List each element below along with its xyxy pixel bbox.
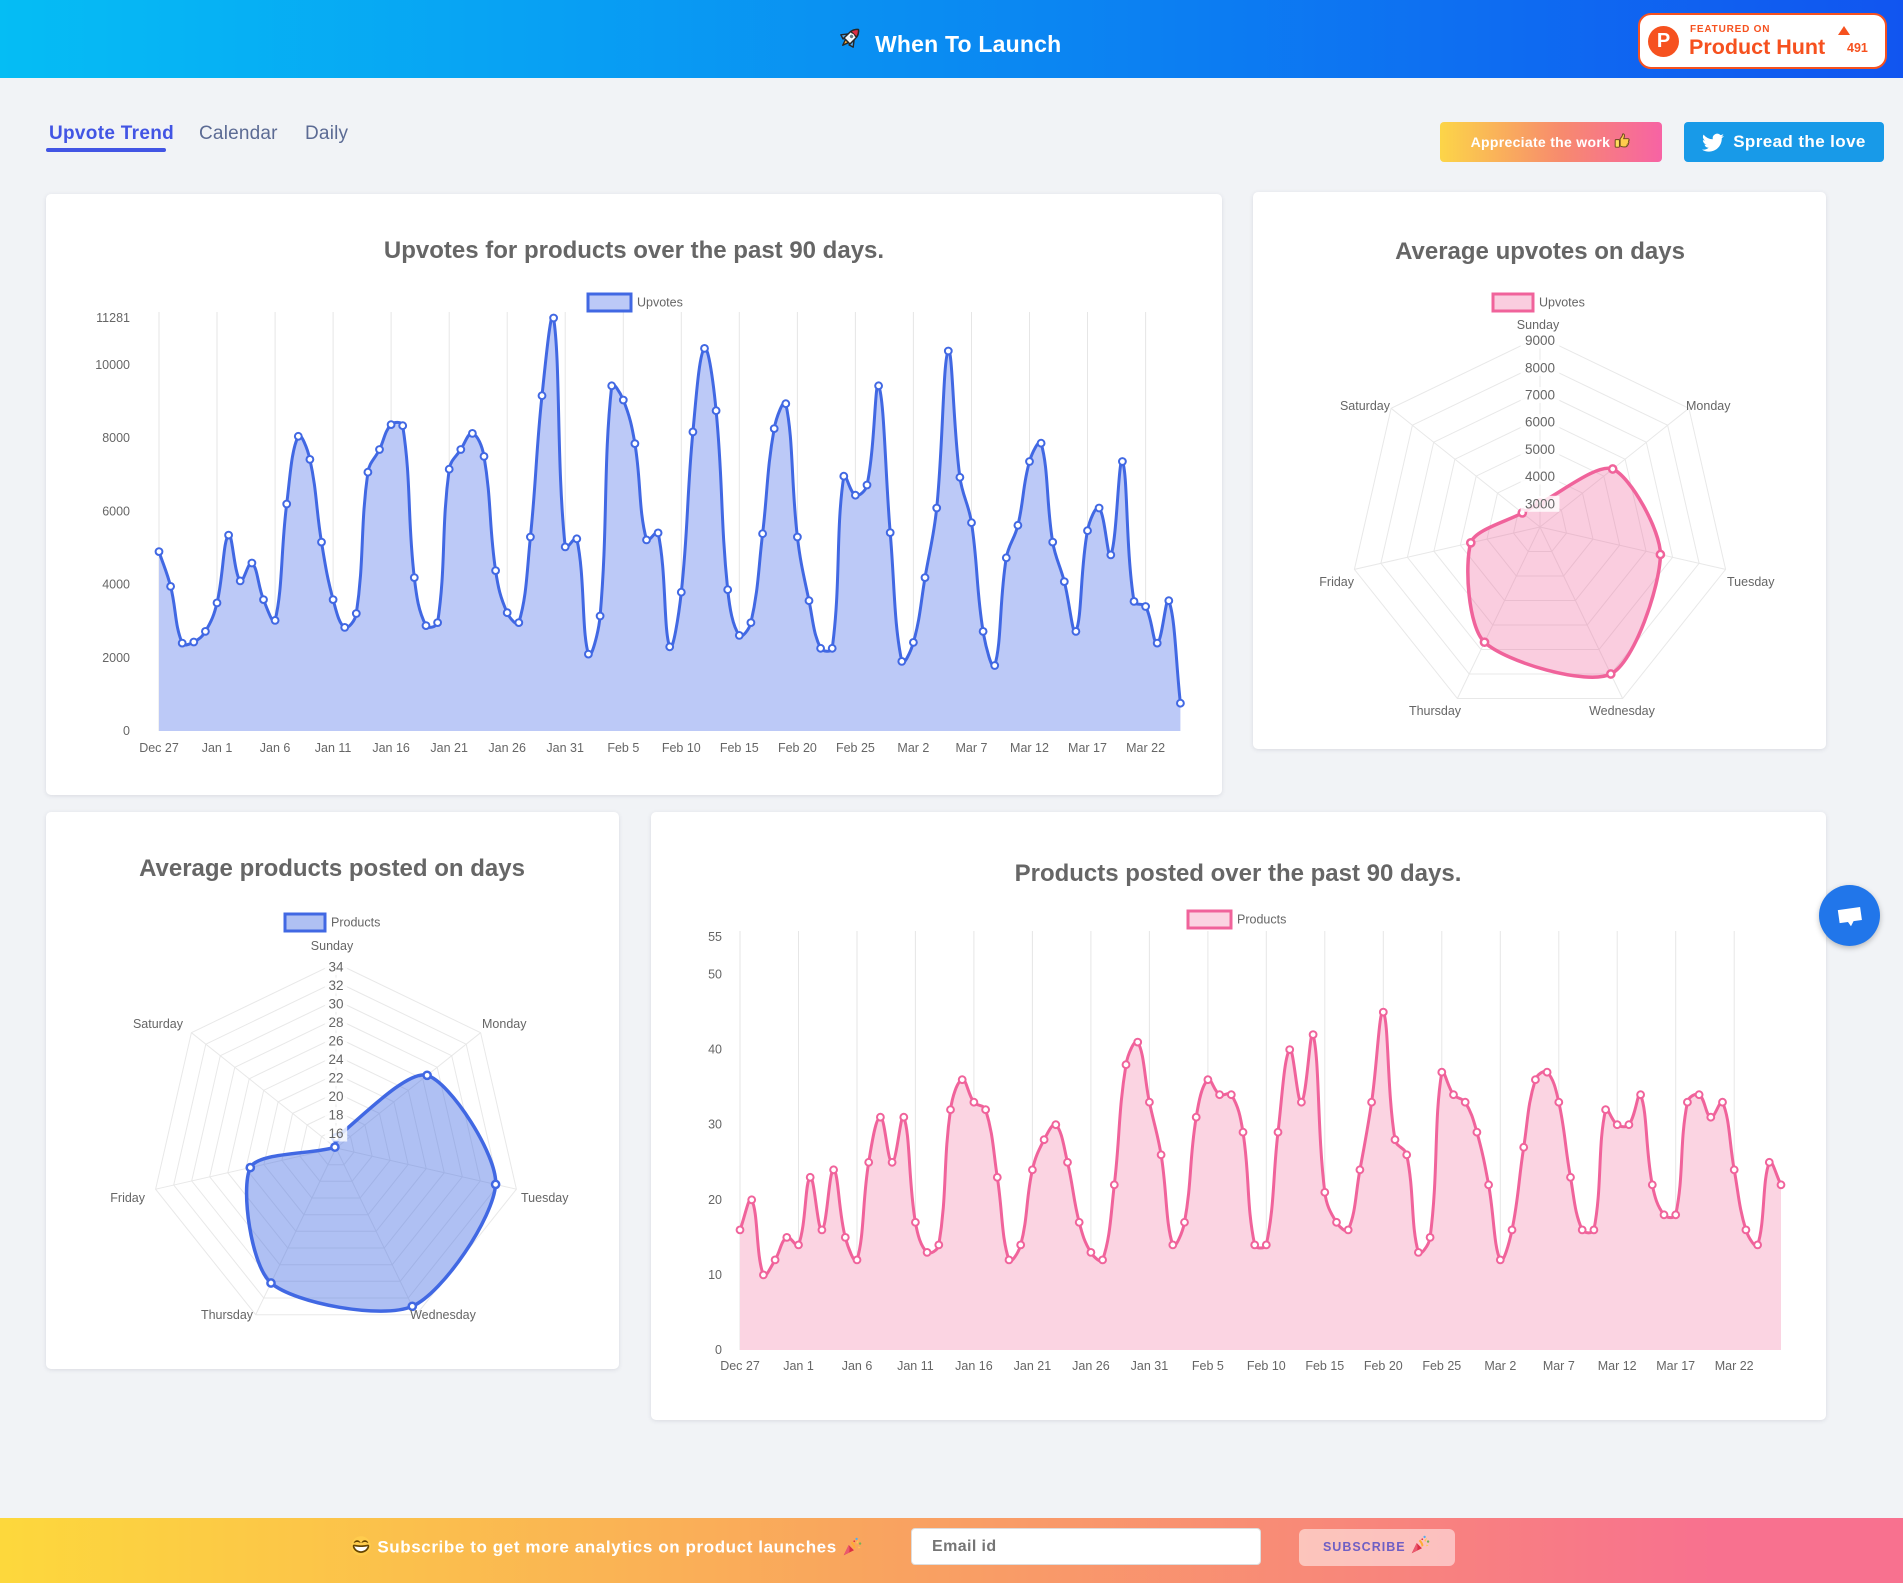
svg-text:Mar 22: Mar 22 <box>1715 1359 1754 1373</box>
svg-text:Products: Products <box>331 916 380 930</box>
svg-text:Jan 21: Jan 21 <box>1014 1359 1052 1373</box>
svg-text:Feb 20: Feb 20 <box>1364 1359 1403 1373</box>
svg-text:8000: 8000 <box>1525 360 1555 375</box>
svg-text:Mar 22: Mar 22 <box>1126 741 1165 755</box>
svg-text:34: 34 <box>328 960 344 975</box>
svg-text:Dec 27: Dec 27 <box>720 1359 760 1373</box>
svg-text:Friday: Friday <box>110 1191 145 1205</box>
svg-text:Upvotes for products over the: Upvotes for products over the past 90 da… <box>384 237 884 264</box>
svg-text:Jan 1: Jan 1 <box>783 1359 814 1373</box>
svg-text:Thursday: Thursday <box>1409 704 1462 718</box>
svg-text:Products posted over the past: Products posted over the past 90 days. <box>1015 860 1462 887</box>
svg-text:Feb 20: Feb 20 <box>778 741 817 755</box>
svg-text:Jan 6: Jan 6 <box>842 1359 873 1373</box>
svg-text:Tuesday: Tuesday <box>521 1191 569 1205</box>
svg-text:Mar 12: Mar 12 <box>1010 741 1049 755</box>
svg-text:Feb 10: Feb 10 <box>1247 1359 1286 1373</box>
svg-text:Sunday: Sunday <box>1517 318 1560 332</box>
svg-text:Mar 7: Mar 7 <box>956 741 988 755</box>
svg-text:Saturday: Saturday <box>1340 399 1391 413</box>
svg-text:Mar 17: Mar 17 <box>1068 741 1107 755</box>
svg-text:Mar 2: Mar 2 <box>1484 1359 1516 1373</box>
svg-text:20: 20 <box>708 1193 722 1207</box>
svg-text:Jan 6: Jan 6 <box>260 741 291 755</box>
svg-text:Mar 7: Mar 7 <box>1543 1359 1575 1373</box>
svg-text:Saturday: Saturday <box>133 1017 184 1031</box>
svg-text:22: 22 <box>328 1071 343 1086</box>
svg-text:Average upvotes on days: Average upvotes on days <box>1395 238 1685 265</box>
svg-text:Jan 11: Jan 11 <box>315 741 352 755</box>
svg-text:11281: 11281 <box>96 311 130 325</box>
svg-text:16: 16 <box>328 1126 343 1141</box>
svg-text:40: 40 <box>708 1043 722 1057</box>
svg-text:3000: 3000 <box>1525 496 1555 511</box>
svg-text:Upvotes: Upvotes <box>637 296 683 310</box>
svg-text:Dec 27: Dec 27 <box>139 741 179 755</box>
svg-text:4000: 4000 <box>102 578 130 592</box>
svg-text:Jan 31: Jan 31 <box>1131 1359 1169 1373</box>
svg-text:28: 28 <box>328 1015 343 1030</box>
svg-text:30: 30 <box>708 1118 722 1132</box>
svg-text:Mar 2: Mar 2 <box>897 741 929 755</box>
svg-text:0: 0 <box>715 1343 722 1357</box>
svg-text:Jan 11: Jan 11 <box>897 1359 934 1373</box>
svg-text:Feb 5: Feb 5 <box>1192 1359 1224 1373</box>
svg-text:2000: 2000 <box>102 651 130 665</box>
svg-text:Feb 5: Feb 5 <box>607 741 639 755</box>
svg-text:Mar 12: Mar 12 <box>1598 1359 1637 1373</box>
svg-text:55: 55 <box>708 930 722 944</box>
svg-text:30: 30 <box>328 997 343 1012</box>
svg-text:0: 0 <box>123 724 130 738</box>
svg-text:8000: 8000 <box>102 431 130 445</box>
svg-text:4000: 4000 <box>1525 469 1555 484</box>
svg-text:Friday: Friday <box>1319 575 1354 589</box>
svg-text:24: 24 <box>328 1052 344 1067</box>
svg-text:Jan 26: Jan 26 <box>1072 1359 1110 1373</box>
svg-text:Jan 21: Jan 21 <box>430 741 468 755</box>
svg-text:Jan 31: Jan 31 <box>546 741 584 755</box>
svg-text:Feb 15: Feb 15 <box>720 741 759 755</box>
svg-text:Monday: Monday <box>482 1017 527 1031</box>
svg-text:Feb 25: Feb 25 <box>1422 1359 1461 1373</box>
svg-text:Jan 16: Jan 16 <box>955 1359 993 1373</box>
svg-text:50: 50 <box>708 968 722 982</box>
svg-text:9000: 9000 <box>1525 333 1555 348</box>
svg-text:Jan 26: Jan 26 <box>488 741 526 755</box>
svg-text:Jan 1: Jan 1 <box>202 741 233 755</box>
svg-text:10000: 10000 <box>95 358 130 372</box>
svg-text:Mar 17: Mar 17 <box>1656 1359 1695 1373</box>
svg-text:Thursday: Thursday <box>201 1308 254 1322</box>
svg-text:5000: 5000 <box>1525 442 1555 457</box>
svg-text:Feb 10: Feb 10 <box>662 741 701 755</box>
svg-text:18: 18 <box>328 1108 343 1123</box>
svg-text:Products: Products <box>1237 913 1286 927</box>
svg-text:10: 10 <box>708 1268 722 1282</box>
svg-text:Wednesday: Wednesday <box>1589 704 1656 718</box>
svg-text:Tuesday: Tuesday <box>1727 575 1775 589</box>
svg-text:26: 26 <box>328 1034 343 1049</box>
svg-text:Upvotes: Upvotes <box>1539 296 1585 310</box>
svg-text:Sunday: Sunday <box>311 939 354 953</box>
svg-text:6000: 6000 <box>102 504 130 518</box>
svg-text:Average products posted on day: Average products posted on days <box>139 855 525 882</box>
svg-text:20: 20 <box>328 1089 343 1104</box>
svg-text:7000: 7000 <box>1525 388 1555 403</box>
svg-text:Monday: Monday <box>1686 399 1731 413</box>
svg-text:Jan 16: Jan 16 <box>372 741 410 755</box>
svg-text:6000: 6000 <box>1525 415 1555 430</box>
svg-text:Wednesday: Wednesday <box>410 1308 477 1322</box>
svg-text:Feb 25: Feb 25 <box>836 741 875 755</box>
svg-text:32: 32 <box>328 978 343 993</box>
svg-text:Feb 15: Feb 15 <box>1305 1359 1344 1373</box>
